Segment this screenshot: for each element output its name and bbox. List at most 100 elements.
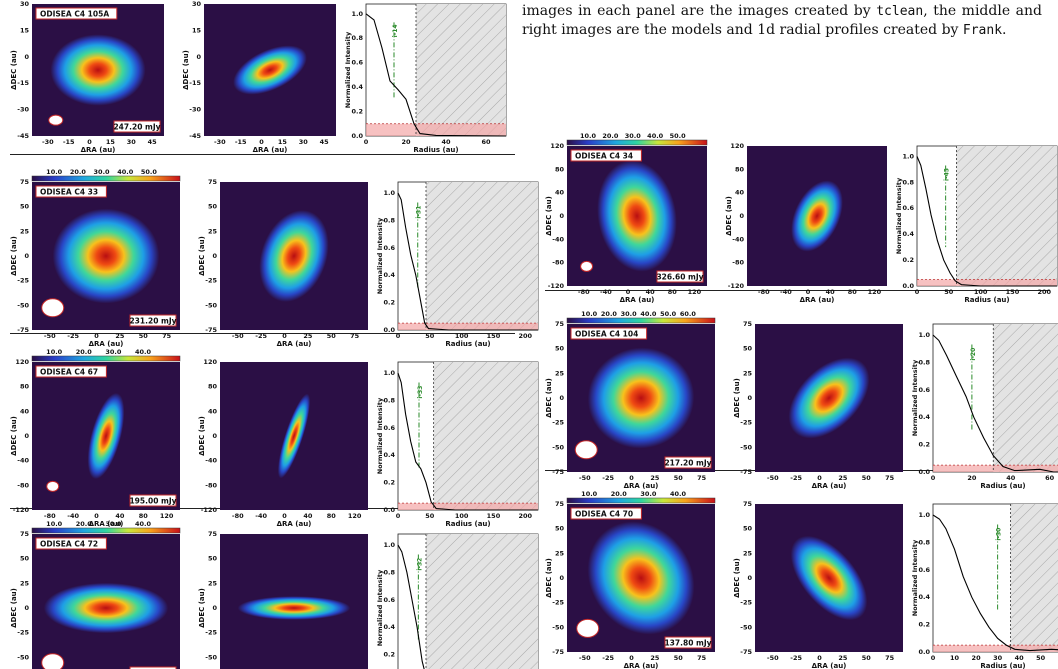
ra-tick-label: 0	[626, 288, 631, 296]
radius-tick-label: 150	[487, 332, 501, 340]
noise-band	[933, 465, 1058, 472]
ra-tick-label: -40	[600, 288, 612, 296]
flux-label-box	[129, 666, 177, 669]
model-dec-tick-label: 40	[208, 407, 218, 415]
flux-label-box	[664, 636, 712, 649]
radius-axis-label: Radius (au)	[980, 662, 1025, 669]
colorbar-tick-label: 10.0	[46, 168, 63, 176]
source-label-box	[570, 507, 642, 520]
model-ra-tick-label: -25	[255, 332, 267, 340]
model-dec-tick-label: -45	[189, 132, 201, 140]
panel-row: ODISEA C4 105A 247.20 mJy -30 -15 0 15 30 45 30 1…	[10, 0, 507, 154]
noise-band	[933, 645, 1058, 652]
colorbar	[566, 317, 716, 324]
flux-value: 247.20 mJy	[113, 123, 160, 132]
ra-tick-label: 40	[115, 512, 125, 520]
ra-tick-label: -25	[602, 654, 614, 662]
ra-tick-label: 75	[697, 654, 707, 662]
model-dec-tick-label: 120	[203, 358, 217, 366]
model-dec-tick-label: -80	[205, 481, 217, 489]
colorbar-tick-label: 20.0	[601, 310, 618, 318]
ra-tick-label: 50	[139, 332, 149, 340]
model-ra-axis-label: ΔRA (au)	[812, 482, 847, 490]
model-ra-tick-label: 25	[303, 332, 313, 340]
colorbar-tick-label: 40.0	[640, 310, 657, 318]
model-ra-tick-label: -40	[780, 288, 792, 296]
radial-profile-curve	[397, 192, 538, 331]
dec-tick-label: -75	[17, 326, 29, 334]
noise-band	[398, 503, 538, 510]
dec-tick-label: -45	[17, 132, 29, 140]
ra-tick-label: 0	[87, 138, 92, 146]
radius-tick-label: 100	[455, 512, 469, 520]
inclination-label: i-20	[970, 348, 977, 361]
intensity-tick-label: 1.0	[351, 10, 363, 18]
radial-profile-curve	[365, 13, 507, 137]
intensity-tick-label: 0.4	[902, 230, 914, 238]
radius-tick-label: 40	[1015, 654, 1025, 662]
model-dec-tick-label: 0	[747, 574, 752, 582]
model-dec-tick-label: -50	[205, 301, 217, 309]
beam-ellipse	[41, 653, 65, 669]
dec-tick-label: 40	[20, 407, 30, 415]
ra-tick-label: 0	[94, 512, 99, 520]
radius-axis-label: Radius (au)	[980, 482, 1025, 490]
model-ra-tick-label: -80	[758, 288, 770, 296]
radius-tick-label: 0	[931, 474, 936, 482]
model-ra-tick-label: 15	[278, 138, 288, 146]
colorbar-tick-label: 50.0	[660, 310, 677, 318]
model-dec-tick-label: 80	[735, 165, 745, 173]
colorbar	[31, 175, 181, 182]
intensity-tick-label: 0.4	[918, 593, 930, 601]
model-dec-tick-label: -75	[205, 326, 217, 334]
inclination-label: i-14	[392, 24, 399, 37]
radius-tick-label: 100	[455, 332, 469, 340]
model-dec-tick-label: 50	[208, 555, 218, 563]
radius-tick-label: 0	[396, 512, 401, 520]
model-ra-tick-label: 120	[348, 512, 362, 520]
dec-tick-label: -25	[552, 599, 564, 607]
figure-caption: images in each panel are the images crea…	[522, 3, 1042, 38]
colorbar-tick-label: 10.0	[581, 310, 598, 318]
source-label-box	[570, 149, 642, 162]
colorbar-tick-label: 20.0	[602, 132, 619, 140]
ra-tick-label: -50	[579, 654, 591, 662]
dec-tick-label: -25	[17, 629, 29, 637]
ra-axis-label: ΔRA (au)	[89, 520, 124, 528]
intensity-tick-label: 1.0	[383, 189, 395, 197]
dec-tick-label: 50	[555, 345, 565, 353]
intensity-tick-label: 1.0	[918, 511, 930, 519]
dec-tick-label: 25	[20, 579, 30, 587]
ra-tick-label: 15	[106, 138, 116, 146]
model-ra-tick-label: 80	[848, 288, 858, 296]
radius-tick-label: 40	[1006, 474, 1016, 482]
ra-tick-label: -40	[67, 512, 79, 520]
ra-tick-label: 25	[115, 332, 125, 340]
intensity-tick-label: 0.0	[918, 468, 930, 476]
model-dec-axis-label: ΔDEC (au)	[198, 236, 206, 276]
ra-tick-label: -80	[578, 288, 590, 296]
model-ra-tick-label: 30	[299, 138, 309, 146]
ra-axis-label: ΔRA (au)	[89, 340, 124, 348]
dec-tick-label: 0	[559, 574, 564, 582]
model-dec-tick-label: 0	[212, 432, 217, 440]
dec-tick-label: 0	[24, 252, 29, 260]
model-dec-tick-label: 25	[743, 549, 753, 557]
model-ra-axis-label: ΔRA (au)	[277, 520, 312, 528]
model-dec-tick-label: -120	[201, 506, 218, 514]
ra-tick-label: 0	[629, 474, 634, 482]
source-emission	[587, 347, 695, 449]
intensity-tick-label: 0.2	[383, 479, 395, 487]
dec-tick-label: 75	[555, 320, 565, 328]
ra-axis-label: ΔRA (au)	[620, 296, 655, 304]
model-dec-tick-label: -50	[740, 443, 752, 451]
model-ra-tick-label: -30	[214, 138, 226, 146]
radial-profile-curve	[916, 156, 1057, 287]
colorbar-tick-label: 20.0	[611, 490, 628, 498]
ra-axis-label: ΔRA (au)	[81, 146, 116, 154]
colorbar-tick-label: 10.0	[580, 132, 597, 140]
intensity-tick-label: 0.4	[383, 623, 395, 631]
dec-tick-label: 40	[555, 189, 565, 197]
radius-tick-label: 0	[396, 332, 401, 340]
